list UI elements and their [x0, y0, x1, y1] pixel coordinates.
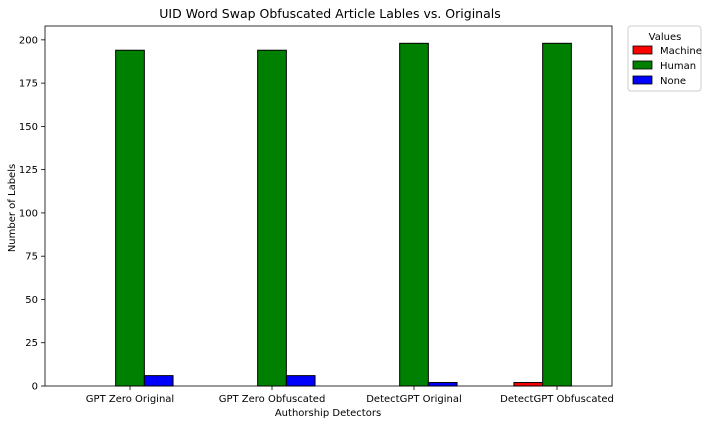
chart-title: UID Word Swap Obfuscated Article Lables … [159, 6, 500, 21]
y-tick-label: 50 [25, 295, 38, 306]
bar-human-0 [115, 49, 145, 387]
legend-swatch-human [632, 60, 653, 70]
x-tick-label: GPT Zero Obfuscated [219, 394, 326, 405]
legend-label-machine: Machine [660, 46, 702, 57]
bar-none-2 [427, 382, 458, 387]
x-tick-label: GPT Zero Original [86, 394, 174, 405]
legend-label-none: None [660, 76, 686, 87]
y-tick-label: 100 [19, 208, 38, 219]
y-tick-label: 0 [32, 382, 38, 393]
bar-machine-3 [513, 382, 544, 387]
legend-frame [627, 25, 702, 92]
y-tick-label: 75 [25, 252, 38, 263]
bar-human-2 [399, 42, 429, 387]
y-axis-label: Number of Labels [7, 164, 18, 252]
legend: Values Machine Human None [627, 25, 702, 92]
x-tick-label: DetectGPT Obfuscated [500, 394, 614, 405]
bar-none-1 [285, 375, 316, 387]
y-tick-label: 175 [19, 79, 38, 90]
plot-area: 0 25 50 75 100 125 150 175 200 GPT Zero Original G… [19, 25, 614, 405]
y-tick-label: 25 [25, 338, 38, 349]
x-tick-label: DetectGPT Original [366, 394, 462, 405]
legend-title: Values [649, 32, 682, 43]
y-tick-label: 125 [19, 165, 38, 176]
y-tick-label: 200 [19, 35, 38, 46]
y-tick-label: 150 [19, 122, 38, 133]
x-axis-label: Authorship Detectors [275, 408, 381, 419]
bar-human-1 [257, 49, 287, 387]
legend-swatch-none [632, 75, 653, 85]
legend-label-human: Human [660, 61, 696, 72]
bar-human-3 [542, 42, 572, 387]
axes-frame [44, 25, 613, 387]
bar-none-0 [143, 375, 174, 387]
legend-swatch-machine [632, 45, 653, 55]
